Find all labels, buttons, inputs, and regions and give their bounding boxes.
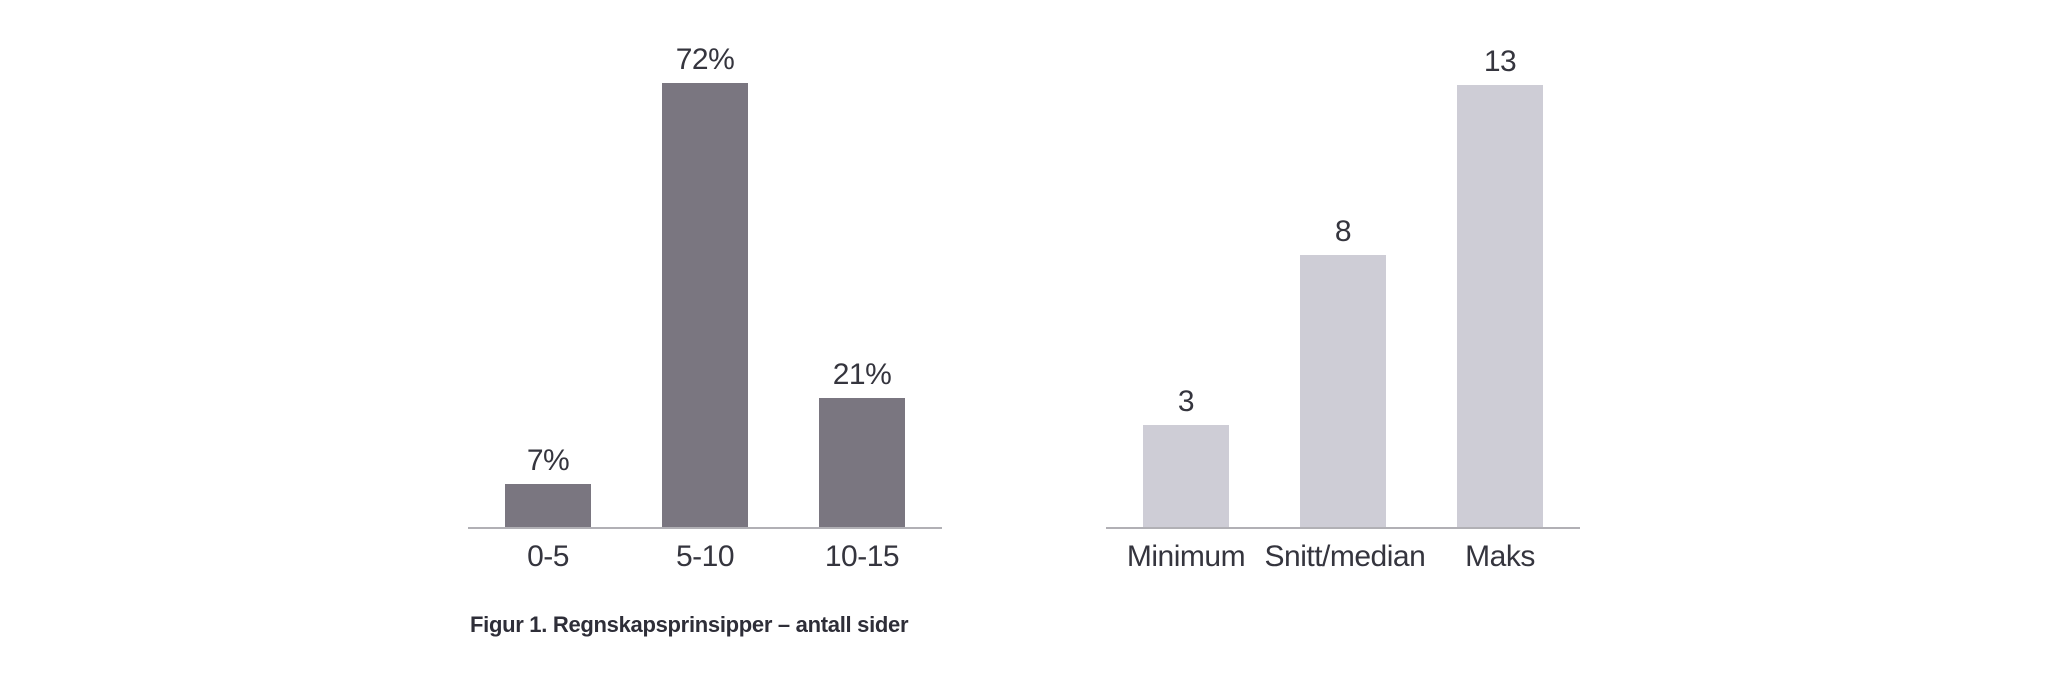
bar bbox=[1300, 255, 1386, 527]
bar-column: 3 bbox=[1108, 387, 1265, 527]
chart-regnskapsprinsipper-prosent: 7% 72% 21% 0-5 5-10 10-15 bbox=[468, 0, 942, 572]
figure-caption: Figur 1. Regnskapsprinsipper – antall si… bbox=[470, 612, 909, 637]
x-axis-category-label: 0-5 bbox=[527, 540, 569, 573]
x-axis-category-label: Snitt/median bbox=[1264, 540, 1426, 573]
x-axis-labels: 0-5 5-10 10-15 bbox=[468, 542, 942, 572]
bar-value-label: 8 bbox=[1334, 215, 1352, 248]
bar bbox=[1143, 425, 1229, 527]
bar bbox=[819, 398, 905, 527]
chart-antall-sider-statistikk: 3 8 13 Minimum Snitt/median Maks bbox=[1106, 0, 1580, 572]
bar-value-label: 72% bbox=[675, 43, 735, 76]
bar bbox=[505, 484, 591, 527]
bars-area: 7% 72% 21% bbox=[468, 0, 942, 527]
bar bbox=[1457, 85, 1543, 527]
x-axis-line bbox=[468, 527, 942, 529]
bar-value-label: 7% bbox=[526, 444, 570, 477]
bar-column: 7% bbox=[470, 446, 627, 527]
x-axis-line bbox=[1106, 527, 1580, 529]
x-axis-labels: Minimum Snitt/median Maks bbox=[1106, 542, 1580, 572]
bar-value-label: 13 bbox=[1483, 45, 1517, 78]
bar-column: 72% bbox=[627, 45, 784, 527]
bar bbox=[662, 83, 748, 527]
bar-column: 21% bbox=[784, 360, 941, 527]
bar-column: 8 bbox=[1265, 217, 1422, 527]
bar-value-label: 21% bbox=[832, 358, 892, 391]
x-axis-category-label: 5-10 bbox=[675, 540, 735, 573]
bar-value-label: 3 bbox=[1177, 385, 1195, 418]
x-axis-category-label: 10-15 bbox=[824, 540, 900, 573]
bar-column: 13 bbox=[1422, 47, 1579, 527]
x-axis-category-label: Maks bbox=[1465, 540, 1535, 573]
x-axis-category-label: Minimum bbox=[1126, 540, 1246, 573]
bars-area: 3 8 13 bbox=[1106, 0, 1580, 527]
